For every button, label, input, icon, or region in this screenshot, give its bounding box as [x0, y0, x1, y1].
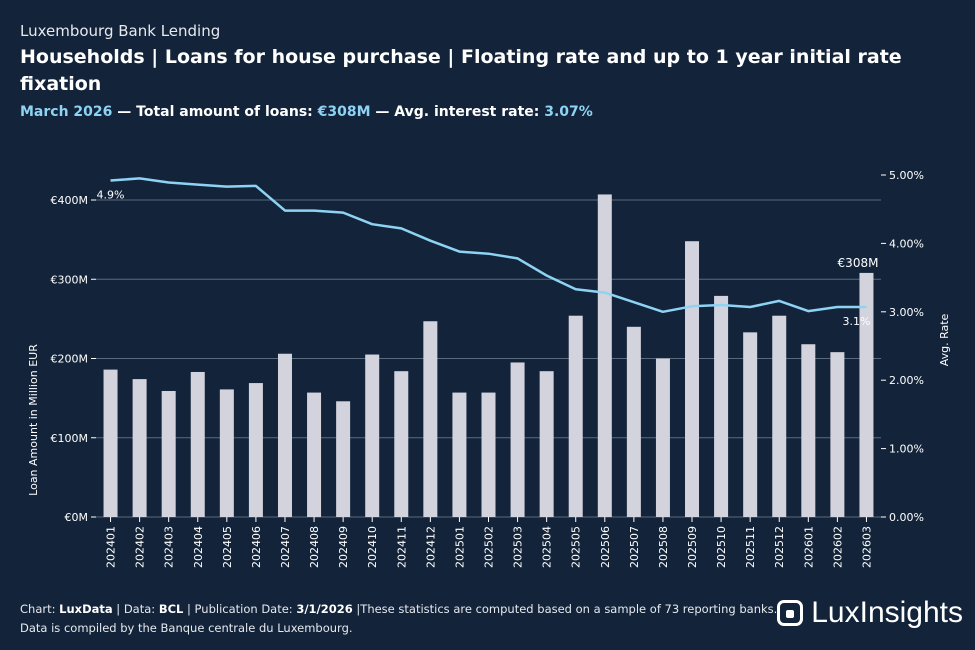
- x-tick-label: 202405: [221, 526, 234, 568]
- x-tick-label: 202410: [366, 526, 379, 568]
- x-tick-label: 202408: [308, 526, 321, 568]
- chart-footer: Chart: LuxData | Data: BCL | Publication…: [20, 600, 780, 638]
- x-tick-label: 202504: [541, 526, 554, 568]
- x-tick-label: 202407: [279, 526, 292, 568]
- x-tick-label: 202401: [105, 526, 118, 568]
- x-tick-label: 202511: [744, 526, 757, 568]
- x-tick-label: 202601: [802, 526, 815, 568]
- bar-202407: [277, 353, 292, 517]
- bar-202406: [248, 383, 263, 517]
- y-left-tick-label: €300M: [51, 273, 89, 286]
- bar-202506: [597, 194, 612, 517]
- bar-202412: [423, 321, 438, 517]
- chart-subtitle: March 2026 — Total amount of loans: €308…: [20, 104, 920, 120]
- bar-202405: [219, 389, 234, 517]
- bar-202409: [336, 401, 351, 517]
- x-tick-label: 202602: [831, 526, 844, 568]
- y-right-tick-label: 0.00%: [889, 511, 924, 524]
- x-tick-label: 202412: [424, 526, 437, 568]
- y-right-tick-label: 2.00%: [889, 374, 924, 387]
- footer-data-label: | Data:: [112, 602, 159, 616]
- avg-rate-value: 3.07%: [544, 104, 593, 120]
- bar-series: [103, 194, 874, 517]
- last-amount-annotation: €308M: [838, 256, 879, 270]
- bar-202509: [685, 241, 700, 517]
- chart-title: Households | Loans for house purchase | …: [20, 46, 902, 95]
- footer-chart-label: Chart:: [20, 602, 60, 616]
- bar-202404: [190, 371, 205, 517]
- x-tick-label: 202411: [395, 526, 408, 568]
- x-tick-label: 202506: [599, 526, 612, 568]
- y-left-tick-label: €400M: [51, 194, 89, 207]
- y-left-tick-label: €200M: [51, 353, 89, 366]
- bar-202501: [452, 392, 467, 517]
- x-tick-label: 202409: [337, 526, 350, 568]
- y-axis-right-label: Avg. Rate: [938, 313, 951, 366]
- bar-202601: [801, 344, 816, 517]
- bar-202403: [161, 390, 176, 517]
- y-right-tick-label: 5.00%: [889, 169, 924, 182]
- last-rate-annotation: 3.1%: [843, 315, 871, 328]
- x-tick-label: 202507: [628, 526, 641, 568]
- footer-pub-date: 3/1/2026: [296, 602, 353, 616]
- bar-202411: [394, 371, 409, 517]
- bar-202502: [481, 392, 496, 517]
- rate-line: [110, 177, 867, 314]
- bar-202603: [859, 272, 874, 517]
- luxinsights-logo: LuxInsights: [777, 596, 963, 630]
- bar-202510: [714, 295, 729, 517]
- bar-202503: [510, 362, 525, 517]
- total-amount-value: €308M: [317, 104, 371, 120]
- bar-202504: [539, 371, 554, 517]
- footer-chart-source: LuxData: [59, 602, 113, 616]
- bar-202505: [568, 315, 583, 517]
- footer-data-source: BCL: [158, 602, 184, 616]
- y-right-tick-label: 4.00%: [889, 237, 924, 250]
- x-tick-label: 202501: [453, 526, 466, 568]
- x-tick-label: 202404: [192, 526, 205, 568]
- bar-202507: [626, 326, 641, 517]
- footer-note: |These statistics are computed based on …: [352, 602, 778, 616]
- y-left-tick-label: €0M: [65, 511, 89, 524]
- y-right-tick-label: 1.00%: [889, 443, 924, 456]
- first-rate-annotation: 4.9%: [97, 188, 125, 201]
- bar-202402: [132, 379, 147, 517]
- total-amount-label: Total amount of loans:: [136, 104, 318, 120]
- bar-202408: [307, 392, 322, 517]
- chart-header: Luxembourg Bank Lending Households | Loa…: [20, 22, 920, 120]
- x-tick-label: 202603: [860, 526, 873, 568]
- x-tick-label: 202510: [715, 526, 728, 568]
- bar-202512: [772, 315, 787, 517]
- x-tick-label: 202406: [250, 526, 263, 568]
- x-tick-label: 202505: [570, 526, 583, 568]
- x-tick-label: 202402: [134, 526, 147, 568]
- chart-kicker: Luxembourg Bank Lending: [20, 22, 221, 40]
- bar-202410: [365, 354, 380, 517]
- x-tick-label: 202509: [686, 526, 699, 568]
- bar-202401: [103, 369, 118, 517]
- luxinsights-logo-icon: [777, 600, 804, 626]
- period-label: March 2026: [20, 104, 113, 120]
- x-tick-label: 202503: [512, 526, 525, 568]
- footer-pub-label: | Publication Date:: [183, 602, 297, 616]
- avg-rate-label: Avg. interest rate:: [394, 104, 545, 120]
- loan-chart: €0M €100M €200M €300M €400M 0.00% 1.00% 2.00% 3.…: [27, 169, 951, 568]
- subtitle-separator: —: [370, 104, 395, 120]
- x-tick-label: 202403: [163, 526, 176, 568]
- rate-line-series: [110, 177, 867, 314]
- bar-202508: [655, 358, 670, 517]
- y-right-tick-label: 3.00%: [889, 306, 924, 319]
- y-axis-left-label: Loan Amount in Million EUR: [27, 344, 40, 496]
- bar-202602: [830, 352, 845, 517]
- axes: €0M €100M €200M €300M €400M 0.00% 1.00% 2.00% 3.…: [51, 169, 924, 568]
- footer-line-2: Data is compiled by the Banque centrale …: [20, 621, 353, 635]
- footer-line-1: Chart: LuxData | Data: BCL | Publication…: [20, 600, 780, 619]
- bar-202511: [743, 332, 758, 517]
- x-tick-label: 202508: [657, 526, 670, 568]
- x-tick-label: 202512: [773, 526, 786, 568]
- y-left-tick-label: €100M: [51, 432, 89, 445]
- logo-text: LuxInsights: [811, 596, 963, 629]
- subtitle-separator: —: [112, 104, 137, 120]
- x-tick-label: 202502: [483, 526, 496, 568]
